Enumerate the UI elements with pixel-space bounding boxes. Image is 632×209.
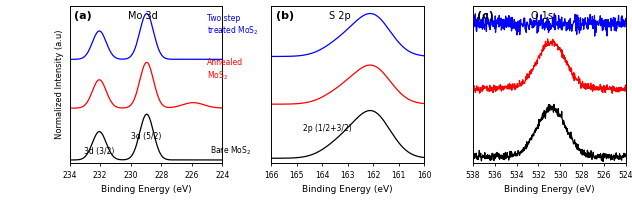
Text: 2p (1/2+3/2): 2p (1/2+3/2) bbox=[303, 124, 351, 133]
X-axis label: Binding Energy (eV): Binding Energy (eV) bbox=[504, 185, 595, 194]
X-axis label: Binding Energy (eV): Binding Energy (eV) bbox=[302, 185, 393, 194]
Text: 3d (5/2): 3d (5/2) bbox=[131, 132, 162, 141]
Text: S 2p: S 2p bbox=[329, 11, 351, 21]
Y-axis label: Normalized Intensity (a.u): Normalized Intensity (a.u) bbox=[55, 30, 64, 139]
Text: (c): (c) bbox=[477, 11, 494, 21]
Text: Annealed
MoS$_2$: Annealed MoS$_2$ bbox=[207, 58, 243, 82]
Text: 3d (3/2): 3d (3/2) bbox=[84, 147, 114, 156]
Text: Two step
treated MoS$_2$: Two step treated MoS$_2$ bbox=[207, 14, 258, 37]
Text: Mo 3d: Mo 3d bbox=[128, 11, 157, 21]
X-axis label: Binding Energy (eV): Binding Energy (eV) bbox=[100, 185, 191, 194]
Text: O 1s: O 1s bbox=[531, 11, 553, 21]
Text: Bare MoS$_2$: Bare MoS$_2$ bbox=[210, 144, 252, 157]
Text: (b): (b) bbox=[276, 11, 294, 21]
Text: (a): (a) bbox=[74, 11, 92, 21]
